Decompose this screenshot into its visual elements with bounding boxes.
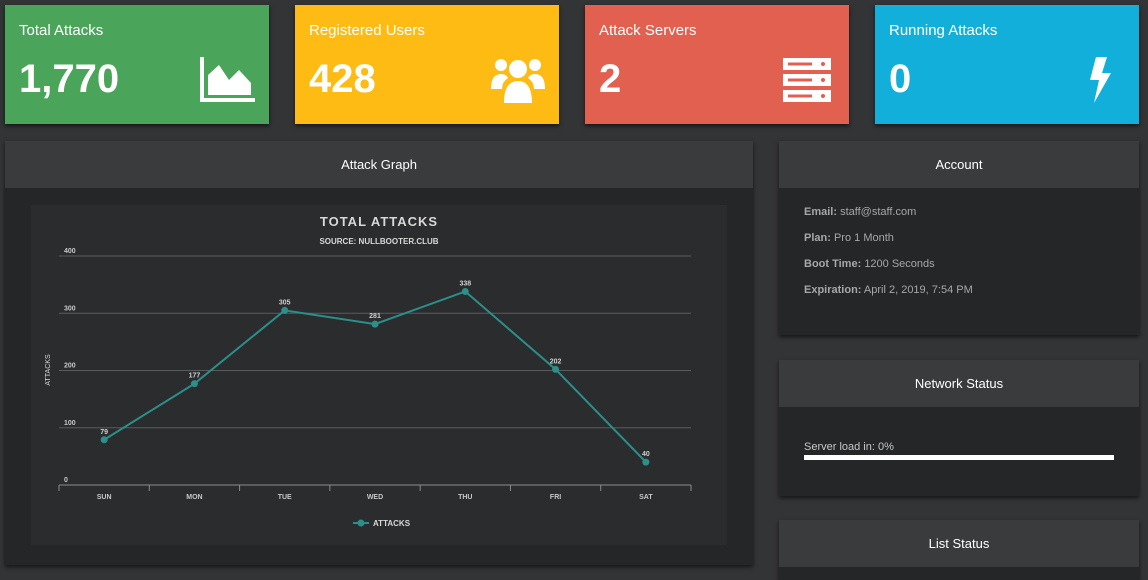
stat-label: Attack Servers (599, 22, 697, 39)
plan-value: Pro 1 Month (833, 232, 894, 244)
bolt-icon (1090, 57, 1111, 103)
chart-subtitle: SOURCE: NULLBOOTER.CLUB (319, 237, 438, 246)
boot-time-value: 1200 Seconds (864, 258, 935, 270)
email-value: staff@staff.com (840, 206, 917, 218)
stat-label: Registered Users (309, 22, 425, 39)
panel-title: Network Status (779, 360, 1139, 407)
panel-title: Attack Graph (5, 141, 753, 188)
x-tick-label: SUN (97, 494, 112, 501)
x-tick-label: SAT (639, 494, 653, 501)
y-axis-label: ATTACKS (45, 354, 52, 386)
stat-label: Running Attacks (889, 22, 998, 39)
y-tick-label: 0 (64, 477, 68, 484)
expiration-key: Expiration: (804, 284, 862, 296)
data-label: 281 (369, 313, 381, 320)
data-point[interactable] (642, 458, 650, 466)
data-label: 305 (279, 299, 291, 306)
y-tick-label: 400 (64, 248, 76, 255)
stat-value: 2 (599, 57, 622, 101)
attack-graph-panel: Attack Graph TOTAL ATTACKS SOURCE: NULLB… (5, 141, 753, 565)
account-boot-row: Boot Time: 1200 Seconds (804, 258, 1114, 270)
account-plan-row: Plan: Pro 1 Month (804, 232, 1114, 244)
stat-card-total-attacks: Total Attacks 1,770 (5, 5, 269, 124)
data-point[interactable] (461, 287, 469, 295)
y-tick-label: 300 (64, 305, 76, 312)
plan-key: Plan: (804, 232, 831, 244)
y-tick-label: 200 (64, 363, 76, 370)
attack-chart-svg: TOTAL ATTACKS SOURCE: NULLBOOTER.CLUB AT… (45, 214, 692, 528)
account-email-row: Email: staff@staff.com (804, 206, 1114, 218)
x-tick-label: MON (186, 494, 202, 501)
stat-card-attack-servers: Attack Servers 2 (585, 5, 849, 124)
stat-label: Total Attacks (19, 22, 104, 39)
server-icon (783, 58, 831, 102)
stat-value: 428 (309, 57, 376, 101)
account-panel: Account Email: staff@staff.com Plan: Pro… (779, 141, 1139, 335)
y-tick-label: 100 (64, 420, 76, 427)
email-key: Email: (804, 206, 838, 218)
expiration-value: April 2, 2019, 7:54 PM (863, 284, 973, 296)
stat-value: 0 (889, 57, 912, 101)
data-label: 338 (459, 280, 471, 287)
attack-chart: TOTAL ATTACKS SOURCE: NULLBOOTER.CLUB AT… (31, 205, 727, 545)
boot-time-key: Boot Time: (804, 258, 862, 270)
account-expiration-row: Expiration: April 2, 2019, 7:54 PM (804, 284, 1114, 296)
chart-legend: ATTACKS (353, 519, 411, 528)
data-point[interactable] (281, 306, 289, 314)
x-tick-label: THU (458, 494, 472, 501)
data-label: 40 (642, 451, 650, 458)
data-point[interactable] (552, 365, 560, 373)
stat-card-running-attacks: Running Attacks 0 (875, 5, 1139, 124)
list-status-panel: List Status (779, 520, 1139, 580)
data-point[interactable] (371, 320, 379, 328)
server-load-text: Server load in: 0% (804, 441, 894, 453)
users-icon (491, 59, 545, 103)
data-label: 79 (100, 429, 108, 436)
chart-title: TOTAL ATTACKS (320, 214, 438, 229)
x-tick-label: FRI (550, 494, 561, 501)
data-point[interactable] (190, 380, 198, 388)
area-chart-icon (200, 57, 255, 102)
legend-label: ATTACKS (373, 519, 411, 528)
data-label: 177 (189, 373, 201, 380)
data-point[interactable] (100, 436, 108, 444)
x-tick-label: TUE (278, 494, 292, 501)
server-load-bar (804, 455, 1114, 460)
panel-title: List Status (779, 520, 1139, 567)
x-tick-label: WED (367, 494, 383, 501)
stat-card-registered-users: Registered Users 428 (295, 5, 559, 124)
data-label: 202 (550, 358, 562, 365)
panel-title: Account (779, 141, 1139, 188)
stat-value: 1,770 (19, 57, 120, 101)
network-status-panel: Network Status Server load in: 0% (779, 360, 1139, 496)
